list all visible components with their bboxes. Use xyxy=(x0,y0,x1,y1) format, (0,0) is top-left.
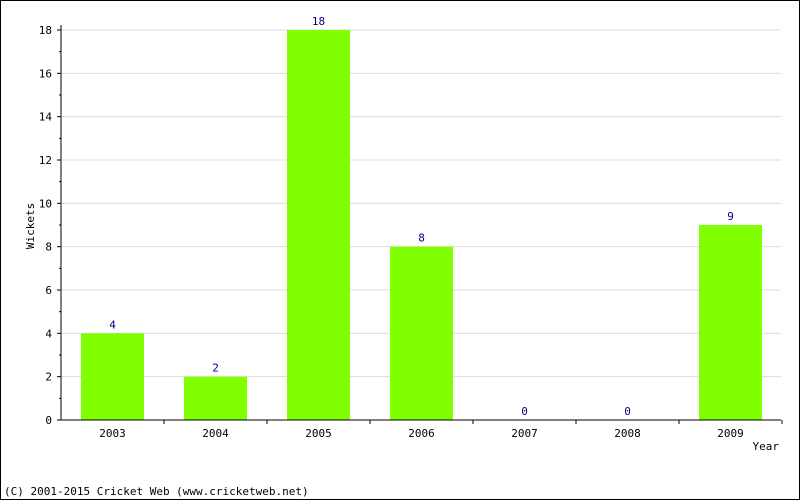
data-label-2008: 0 xyxy=(624,405,631,418)
data-label-2006: 8 xyxy=(418,232,425,245)
data-label-2004: 2 xyxy=(212,362,219,375)
data-label-2003: 4 xyxy=(109,318,116,331)
bar-2006 xyxy=(390,246,453,420)
x-tick-label-2008: 2008 xyxy=(614,427,641,440)
y-tick-label: 4 xyxy=(45,327,52,340)
labels: 0 2 4 6 8 10 12 14 16 18 4 2003 2 2004 18 2005 8 2006 0 200… xyxy=(39,15,744,440)
data-label-2009: 9 xyxy=(727,210,734,223)
x-tick-label-2009: 2009 xyxy=(717,427,744,440)
bar-2009 xyxy=(699,225,762,420)
y-tick-label: 2 xyxy=(45,371,52,384)
axes xyxy=(57,25,783,424)
x-tick-label-2003: 2003 xyxy=(99,427,126,440)
x-tick-label-2004: 2004 xyxy=(202,427,229,440)
y-tick-label: 10 xyxy=(39,197,52,210)
bars xyxy=(81,30,762,420)
x-tick-label-2006: 2006 xyxy=(408,427,435,440)
y-tick-label: 18 xyxy=(39,24,52,37)
data-label-2007: 0 xyxy=(521,405,528,418)
gridlines xyxy=(61,29,781,378)
y-axis-title: Wickets xyxy=(24,203,37,249)
y-tick-label: 0 xyxy=(45,414,52,427)
y-tick-label: 12 xyxy=(39,154,52,167)
x-tick-label-2007: 2007 xyxy=(511,427,538,440)
y-tick-label: 16 xyxy=(39,67,52,80)
data-label-2005: 18 xyxy=(312,15,325,28)
bar-2004 xyxy=(184,376,247,420)
x-axis-title: Year xyxy=(753,440,780,453)
x-tick-label-2005: 2005 xyxy=(305,427,332,440)
bar-2003 xyxy=(81,333,144,420)
y-tick-label: 8 xyxy=(45,241,52,254)
y-tick-label: 14 xyxy=(39,111,53,124)
copyright-text: (C) 2001-2015 Cricket Web (www.cricketwe… xyxy=(4,485,309,498)
bar-2005 xyxy=(287,30,350,420)
y-tick-label: 6 xyxy=(45,284,52,297)
